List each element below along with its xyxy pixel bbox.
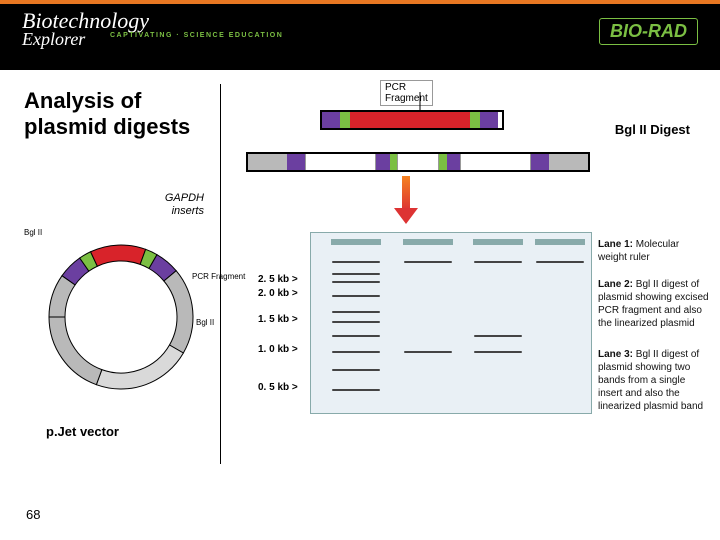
gel-band [474,335,522,337]
plasmid-arc [96,345,183,389]
ladder-label: 0. 5 kb > [258,382,298,393]
gel-band [332,295,380,297]
digest-segment [531,154,549,170]
ladder-label: 2. 5 kb > [258,274,298,285]
gel-band [332,281,380,283]
lane-description: Lane 3: Bgl II digest of plasmid showing… [598,348,710,413]
brand-logo: Biotechnology Explorer [22,10,149,48]
digest-segment [248,154,287,170]
pcr-segment [480,112,498,128]
pcr-segment [350,112,470,128]
plasmid-label: PCR Fragment [192,272,245,281]
plasmid-arc [91,245,146,266]
plasmid-label: Bgl II [24,228,42,237]
gel-band [332,273,380,275]
slide-title: Analysis ofplasmid digests [24,88,190,141]
plasmid-label: Bgl II [196,318,214,327]
digest-products-bar [246,152,590,172]
gel-band [332,335,380,337]
digest-segment [549,154,588,170]
digest-segment [460,154,531,170]
plasmid-map [36,232,206,402]
page-number: 68 [26,507,40,522]
digest-segment [390,154,398,170]
pcr-segment [340,112,350,128]
digest-segment [439,154,447,170]
tagline: CAPTIVATING · SCIENCE EDUCATION [110,32,283,39]
digest-segment [287,154,305,170]
orange-accent [0,0,720,4]
digest-segment [397,154,438,170]
gel-image [310,232,592,414]
gel-band [332,351,380,353]
ladder-label: 1. 0 kb > [258,344,298,355]
ladder-label: 2. 0 kb > [258,288,298,299]
digest-segment [447,154,461,170]
gel-band [332,311,380,313]
lane-description: Lane 1: Molecular weight ruler [598,238,710,264]
gel-well [473,239,523,245]
plasmid-arc [164,271,193,353]
gel-band [404,351,452,353]
gel-band [332,389,380,391]
pjet-vector-label: p.Jet vector [46,424,119,439]
pcr-segment [470,112,480,128]
biorad-logo: BIO-RAD [599,18,698,45]
bgl-digest-label: Bgl II Digest [615,122,690,137]
gel-band [332,261,380,263]
gapdh-inserts-label: GAPDHinserts [154,192,204,218]
lane-description: Lane 2: Bgl II digest of plasmid showing… [598,278,710,330]
gel-band [536,261,584,263]
digest-segment [376,154,390,170]
pcr-segment [322,112,340,128]
gel-band [332,369,380,371]
gel-band [404,261,452,263]
gel-band [474,261,522,263]
gel-band [474,351,522,353]
ladder-label: 1. 5 kb > [258,314,298,325]
gel-well [535,239,585,245]
gel-band [332,321,380,323]
digest-segment [305,154,376,170]
plasmid-arc [49,317,102,385]
gel-well [403,239,453,245]
gel-well [331,239,381,245]
